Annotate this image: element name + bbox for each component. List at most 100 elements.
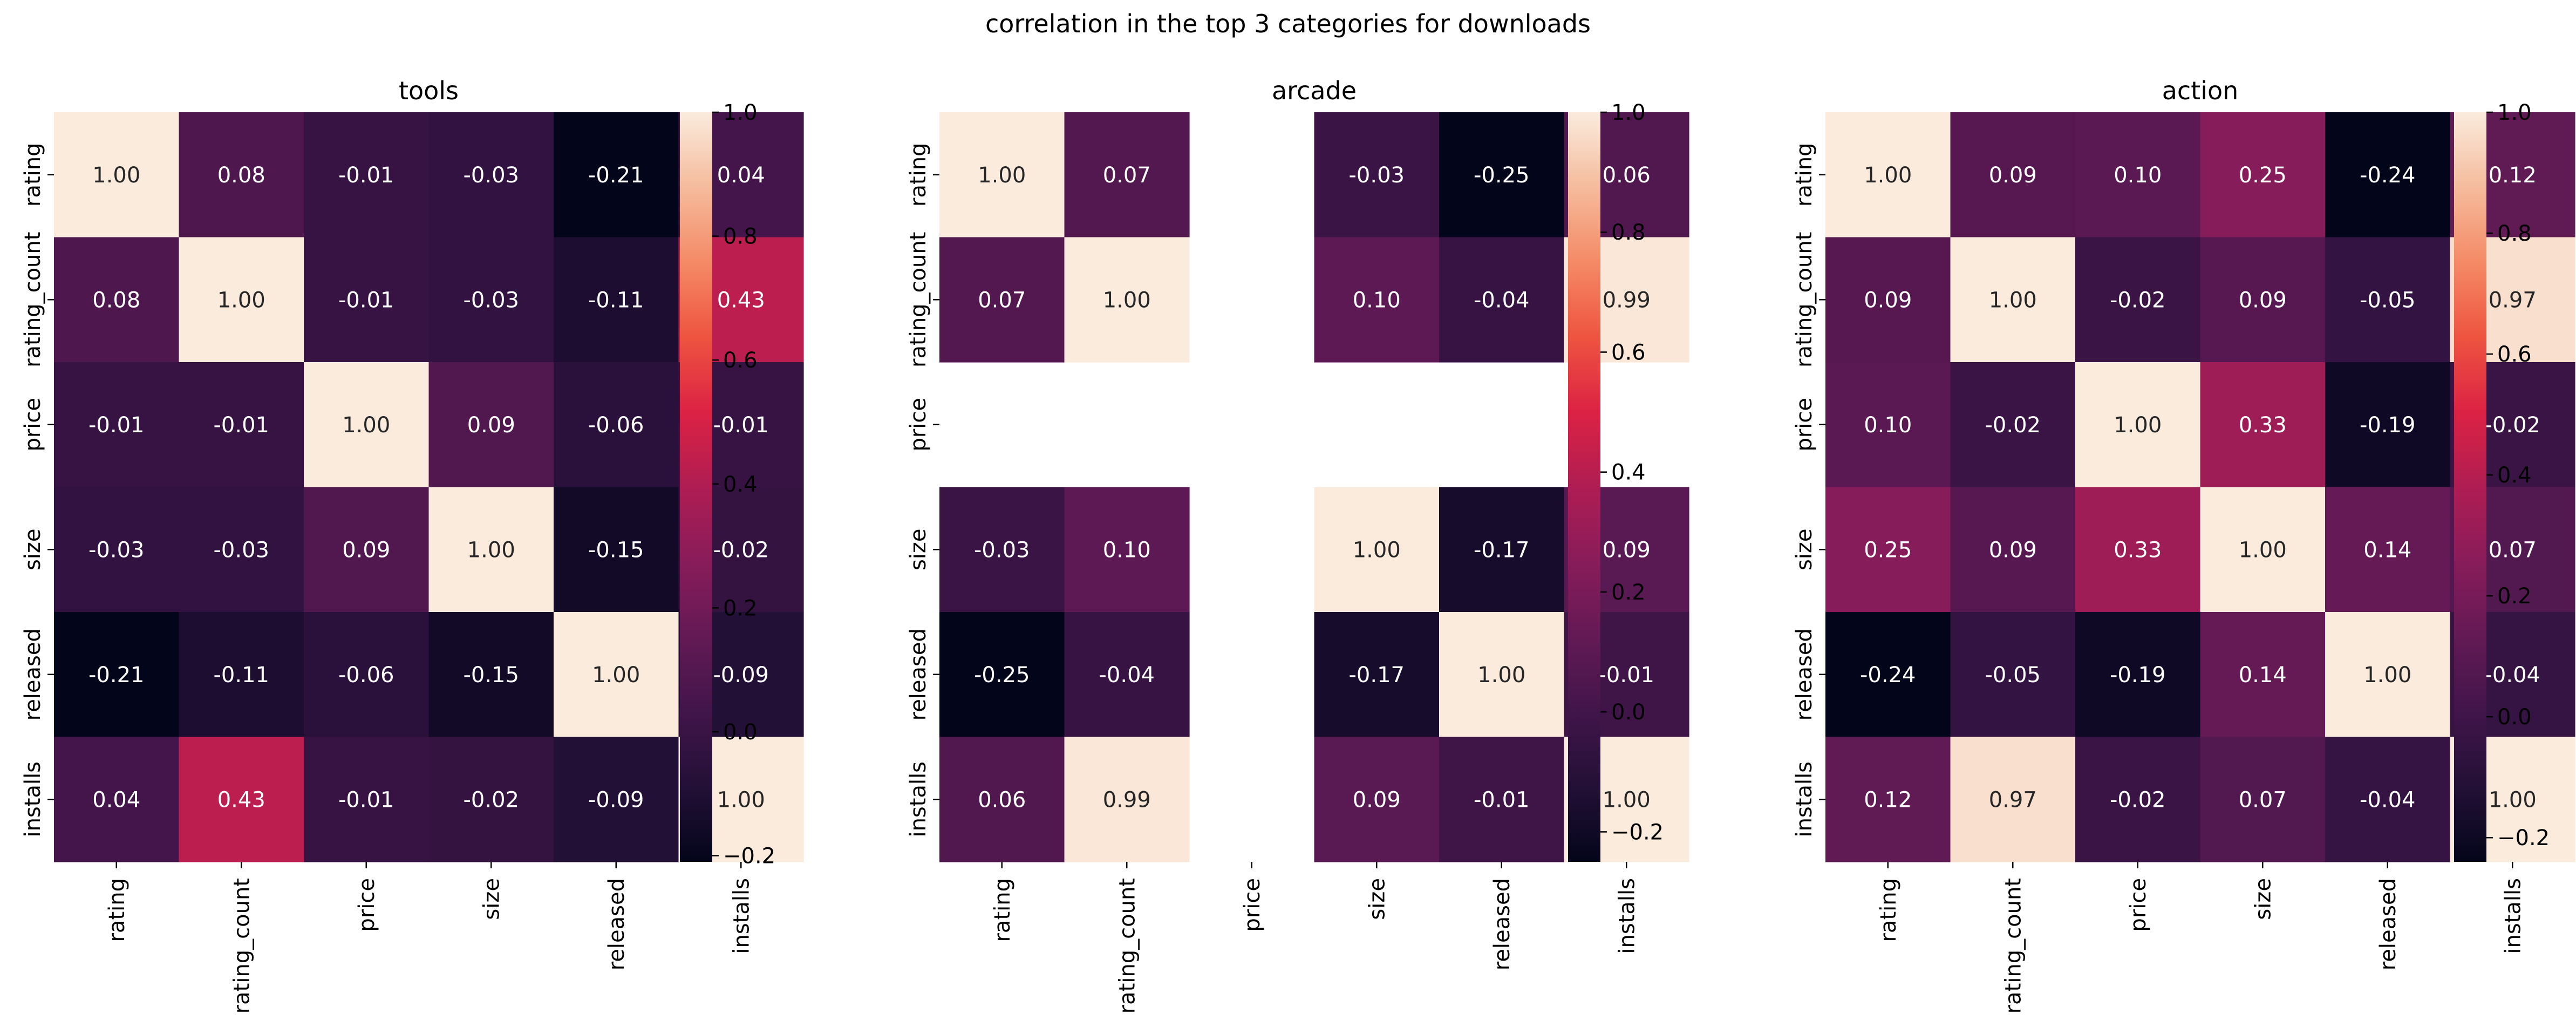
colorbar-tick-label: −0.2 <box>1611 820 1664 845</box>
cell-value-label: 0.09 <box>1864 288 1912 312</box>
cell-value-label: 0.04 <box>717 163 765 188</box>
heatmap-cell <box>428 487 554 613</box>
y-tick-label: released <box>906 628 931 720</box>
x-tick-label: rating <box>105 878 130 942</box>
heatmap-cell <box>428 737 554 862</box>
cell-value-label: -0.06 <box>338 663 394 688</box>
x-tick-label: installs <box>2500 878 2525 954</box>
cell-value-label: -0.02 <box>2110 787 2166 812</box>
x-tick-label: rating_count <box>2001 878 2026 1013</box>
cell-value-label: 1.00 <box>467 538 515 562</box>
cell-value-label: -0.24 <box>2360 163 2416 188</box>
heatmap-cell <box>1825 612 1951 738</box>
cell-value-label: -0.01 <box>338 163 394 188</box>
x-tick-label: installs <box>729 878 754 954</box>
cell-value-label: -0.02 <box>713 538 769 562</box>
cell-value-label: -0.02 <box>1985 413 2041 438</box>
heatmap-cell <box>1825 112 1951 238</box>
heatmap-cell <box>2075 237 2201 363</box>
heatmap-cell <box>304 237 430 363</box>
x-tick-label: installs <box>1614 878 1639 954</box>
heatmap-cell <box>1950 612 2076 738</box>
cell-value-label: -0.04 <box>1099 663 1155 688</box>
panel-title: arcade <box>1272 76 1357 105</box>
colorbar-tick-label: 0.0 <box>1611 700 1646 725</box>
x-tick-label: size <box>479 878 504 920</box>
colorbar-tick-label: −0.2 <box>723 844 775 869</box>
cell-value-label: -0.15 <box>464 663 520 688</box>
cell-value-label: 1.00 <box>1989 288 2037 312</box>
x-tick-label: price <box>1240 878 1265 932</box>
heatmap-cell <box>1825 362 1951 488</box>
cell-value-label: -0.04 <box>2360 787 2416 812</box>
cell-value-label: 1.00 <box>1477 663 1525 688</box>
heatmap-cell <box>304 112 430 238</box>
heatmap-cell <box>54 487 180 613</box>
cell-value-label: -0.17 <box>1474 538 1530 562</box>
cell-value-label: 0.07 <box>978 288 1026 312</box>
y-tick-label: price <box>1792 398 1817 452</box>
y-tick-label: released <box>21 628 45 720</box>
cell-value-label: -0.03 <box>464 163 520 188</box>
heatmap-cell <box>179 612 304 738</box>
heatmap-cell <box>54 362 180 488</box>
cell-value-label: 1.00 <box>2363 663 2411 688</box>
cell-value-label: -0.06 <box>588 413 644 438</box>
y-tick-label: rating_count <box>1792 232 1817 368</box>
cell-value-label: 0.06 <box>978 787 1026 812</box>
heatmap-cell <box>1064 737 1190 862</box>
cell-value-label: -0.01 <box>1599 663 1655 688</box>
heatmap-arcade: arcade 1.00 0.07 -0.03 -0.25 0.06 0.07 1.00 0.10… <box>906 76 1689 1013</box>
heatmap-cell <box>2325 487 2451 613</box>
x-tick-label: released <box>1490 878 1515 970</box>
x-tick-label: rating_count <box>229 878 254 1013</box>
cell-value-label: -0.03 <box>1349 163 1405 188</box>
y-tick-label: rating <box>1792 143 1817 207</box>
heatmap-cell <box>554 487 679 613</box>
heatmap-cell <box>2325 612 2451 738</box>
x-tick-label: size <box>1365 878 1389 920</box>
x-tick-label: released <box>2376 878 2401 970</box>
colorbar-tick-label: 0.2 <box>2497 584 2532 609</box>
cell-value-label: -0.15 <box>588 538 644 562</box>
heatmap-cell <box>304 487 430 613</box>
heatmap-cell <box>2325 112 2451 238</box>
cell-value-label: 1.00 <box>2239 538 2287 562</box>
cell-value-label: 0.09 <box>1353 787 1401 812</box>
x-tick-label: price <box>2126 878 2151 932</box>
heatmap-cell <box>1825 237 1951 363</box>
cell-value-label: 0.43 <box>717 288 765 312</box>
heatmap-cell <box>554 112 679 238</box>
cell-value-label: 0.43 <box>217 787 265 812</box>
cell-value-label: -0.01 <box>713 413 769 438</box>
heatmap-cell <box>2200 112 2326 238</box>
heatmap-cell <box>179 362 304 488</box>
cell-value-label: 1.00 <box>978 163 1026 188</box>
heatmap-cell <box>554 362 679 488</box>
cell-value-label: 1.00 <box>2114 413 2162 438</box>
x-tick-label: rating_count <box>1115 878 1140 1013</box>
cell-value-label: 0.25 <box>1864 538 1912 562</box>
colorbar-tick-label: −0.2 <box>2497 826 2550 851</box>
cell-value-label: -0.05 <box>2360 288 2416 312</box>
heatmap-cell <box>939 612 1065 738</box>
cell-value-label: 1.00 <box>217 288 265 312</box>
heatmap-cell <box>54 737 180 862</box>
cell-value-label: 1.00 <box>717 787 765 812</box>
heatmap-cell <box>2075 487 2201 613</box>
heatmap-cell <box>1439 112 1565 238</box>
cell-value-label: -0.01 <box>338 288 394 312</box>
cell-value-label: 1.00 <box>92 163 140 188</box>
cell-value-label: -0.11 <box>214 663 270 688</box>
cell-value-label: -0.21 <box>588 163 644 188</box>
cell-value-label: 0.10 <box>1353 288 1401 312</box>
heatmap-cell <box>2200 237 2326 363</box>
colorbar <box>2454 112 2486 862</box>
cell-value-label: 0.06 <box>1603 163 1651 188</box>
heatmap-cell <box>2325 737 2451 862</box>
heatmap-cell <box>304 362 430 488</box>
cell-value-label: 0.97 <box>1989 787 2037 812</box>
